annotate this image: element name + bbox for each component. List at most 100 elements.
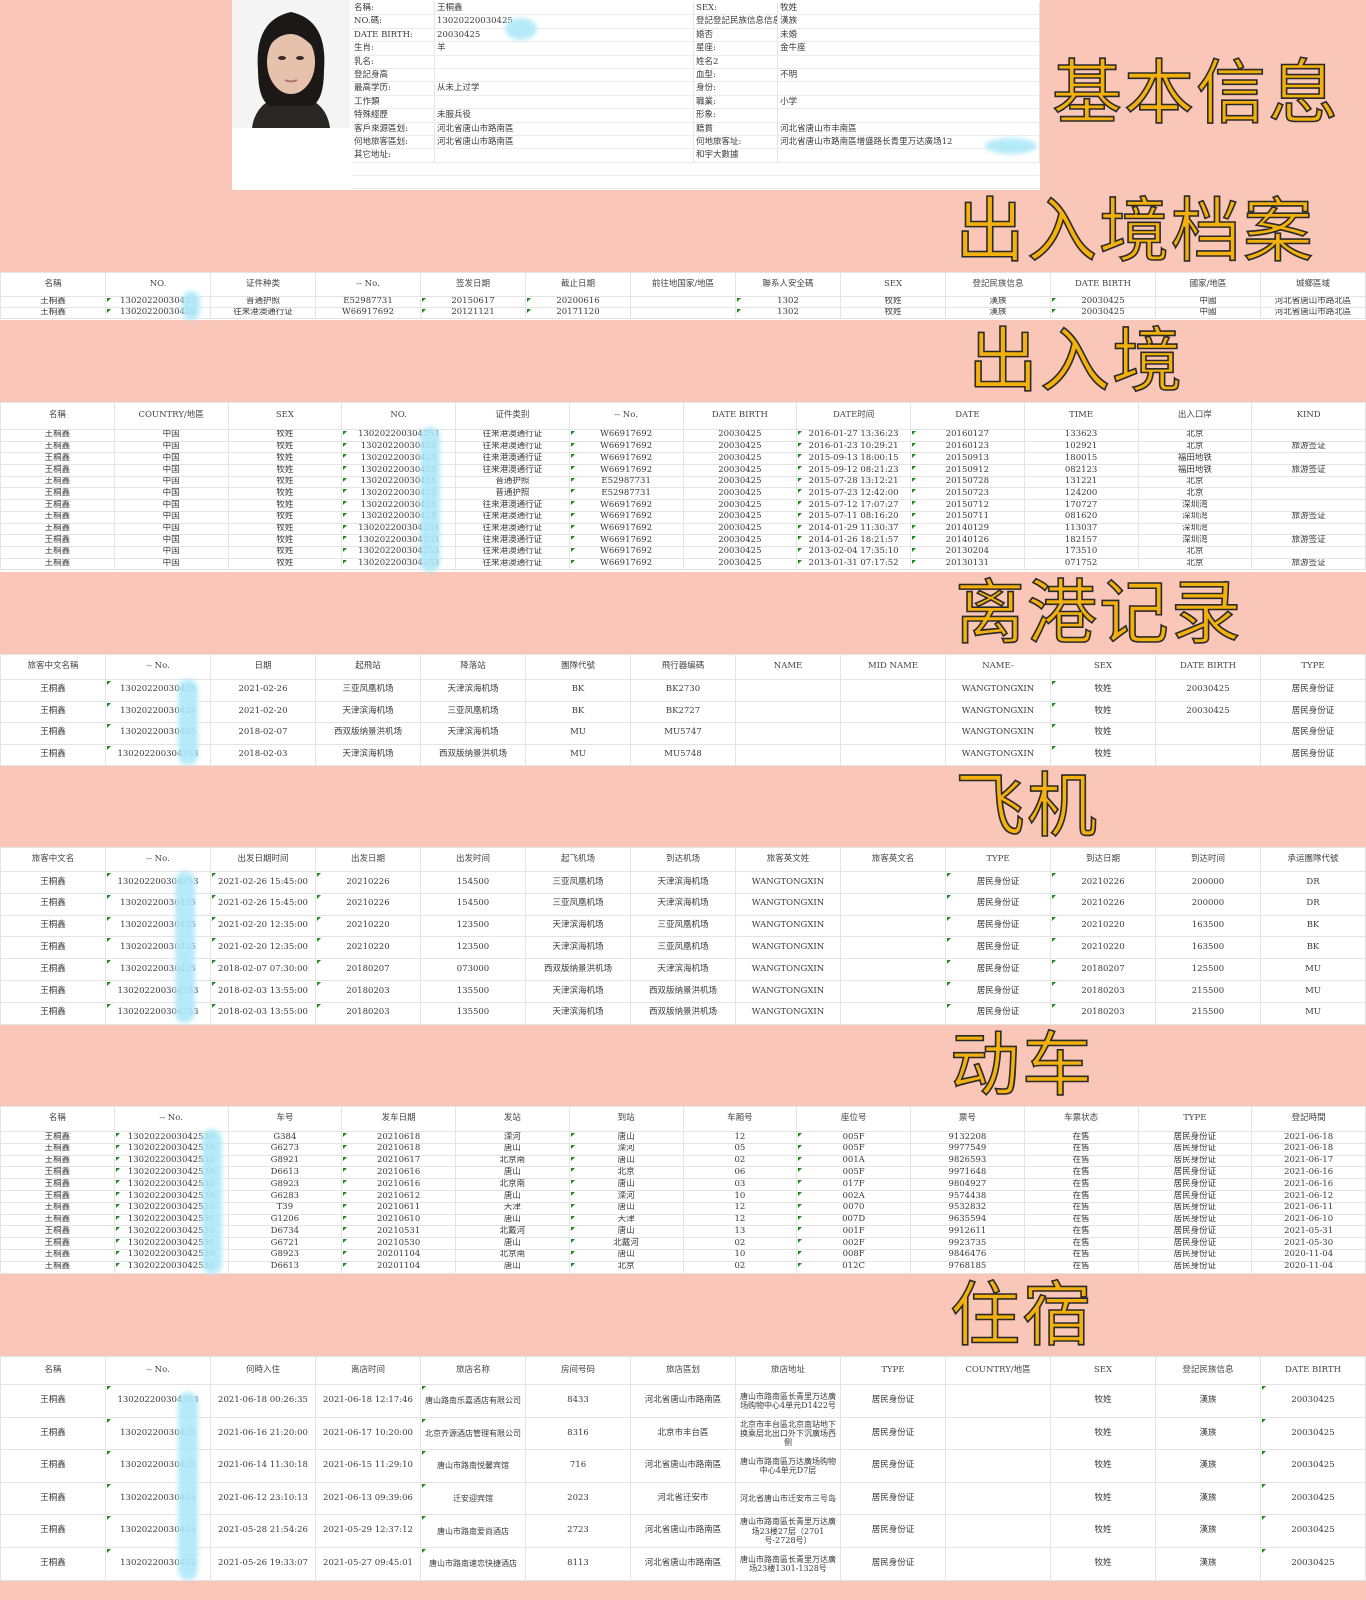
table-cell[interactable]: W66917692	[568, 440, 684, 454]
table-row[interactable]: 王桐鑫 130202200304253 2018-02-03 天津滨海机场 西双版纳景洪…	[0, 743, 1366, 766]
table-cell[interactable]	[840, 958, 946, 981]
table-cell[interactable]: 20210220	[1050, 936, 1156, 960]
table-cell[interactable]: 1302	[735, 296, 841, 308]
table-cell[interactable]: 河北省迁安市	[630, 1481, 736, 1516]
table-cell[interactable]: 唐山市路南悦馨宾馆	[420, 1449, 526, 1483]
table-cell[interactable]: W66917692	[568, 452, 684, 466]
column-header[interactable]: -- No.	[105, 847, 211, 872]
table-cell[interactable]: 居民身份证	[1137, 1154, 1253, 1168]
table-cell[interactable]: 王桐鑫	[0, 1154, 115, 1168]
table-cell[interactable]: 9846476	[910, 1248, 1025, 1262]
table-cell[interactable]: W66917692	[315, 307, 421, 319]
table-cell[interactable]: WANGTONGXIN	[735, 979, 841, 1003]
table-cell[interactable]	[945, 1481, 1051, 1516]
column-header[interactable]: 起飛站	[315, 654, 421, 680]
table-cell[interactable]	[1251, 522, 1366, 536]
table-cell[interactable]	[945, 1416, 1051, 1451]
table-cell[interactable]: 中国	[113, 452, 229, 466]
table-cell[interactable]: 2015-07-12 17:07:27	[796, 499, 911, 512]
table-cell[interactable]: 2021-05-30	[1251, 1237, 1366, 1250]
table-cell[interactable]: 居民身份证	[945, 979, 1051, 1003]
table-cell[interactable]: WANGTONGXIN	[945, 700, 1051, 723]
table-cell[interactable]: 20030425	[682, 557, 798, 571]
table-cell[interactable]: 往来港澳通行证	[455, 534, 570, 547]
table-cell[interactable]: 2021-06-12 23:10:13	[210, 1481, 316, 1516]
table-cell[interactable]: 中國	[1155, 307, 1261, 319]
table-cell[interactable]: 王桐鑫	[0, 979, 106, 1003]
table-cell[interactable]: 王桐鑫	[0, 936, 106, 960]
table-cell[interactable]: 20150913	[910, 452, 1025, 466]
table-cell[interactable]: 河北省唐山市迁安市三号岛	[735, 1481, 841, 1516]
table-cell[interactable]: 王桐鑫	[0, 743, 106, 766]
table-cell[interactable]: 居民身份证	[1260, 679, 1366, 702]
table-cell[interactable]: 在售	[1023, 1225, 1139, 1239]
table-cell[interactable]: 旅游签证	[1251, 534, 1366, 547]
column-header[interactable]: 车厢号	[682, 1106, 798, 1132]
table-cell[interactable]: 滦河	[455, 1131, 570, 1144]
table-cell[interactable]: 居民身份证	[1260, 722, 1366, 745]
table-row[interactable]: 王桐鑫 13020220030425 2018-02-07 07:30:00 2018…	[0, 958, 1366, 981]
column-header[interactable]: 旅客英文姓	[735, 847, 841, 872]
table-cell[interactable]: 2020-11-04	[1251, 1248, 1366, 1262]
table-cell[interactable]: 普通护照	[210, 296, 316, 308]
table-cell[interactable]: 02	[682, 1237, 798, 1250]
table-cell[interactable]: 2021-06-18	[1251, 1131, 1366, 1144]
column-header[interactable]: 旅店名称	[420, 1356, 526, 1385]
table-cell[interactable]: 河北省唐山市路北區	[1260, 307, 1366, 319]
table-cell[interactable]: 005F	[796, 1142, 911, 1156]
table-cell[interactable]: 深圳湾	[1137, 534, 1253, 547]
table-cell[interactable]: T39	[227, 1201, 343, 1215]
table-cell[interactable]: 2016-01-27 13:36:23	[796, 429, 911, 442]
table-cell[interactable]: 2018-02-03 13:55:00	[210, 1001, 316, 1025]
table-cell[interactable]: 牧姓	[227, 499, 343, 512]
column-header[interactable]: NAME	[735, 654, 841, 680]
column-header[interactable]: 名稱	[0, 1356, 106, 1385]
table-cell[interactable]: 牧姓	[227, 452, 343, 466]
table-cell[interactable]: 王桐鑫	[0, 464, 115, 477]
table-cell[interactable]: 三亚凤凰机场	[630, 914, 736, 938]
table-cell[interactable]: 716	[525, 1449, 631, 1483]
table-cell[interactable]: 001F	[796, 1225, 911, 1239]
table-row[interactable]: 王桐鑫 中国 牧姓 13020220030425 往来港澳通行证 W66917692 200…	[0, 499, 1366, 512]
table-cell[interactable]: 三亚凤凰机场	[420, 700, 526, 723]
table-cell[interactable]: 20201104	[341, 1248, 456, 1262]
table-cell[interactable]: 西双版纳景洪机场	[420, 743, 526, 766]
table-cell[interactable]: 福田地铁	[1137, 452, 1253, 466]
table-row[interactable]: 王桐鑫 中国 牧姓 13020220030425 往来港澳通行证 W66917692 200…	[0, 452, 1366, 466]
table-cell[interactable]: 迁安迎宾馆	[420, 1481, 526, 1516]
table-cell[interactable]: 居民身份证	[1137, 1178, 1253, 1191]
table-cell[interactable]: 居民身份证	[840, 1384, 946, 1418]
table-cell[interactable]: 王桐鑫	[0, 1142, 115, 1156]
table-cell[interactable]: 居民身份证	[840, 1546, 946, 1581]
table-cell[interactable]: 唐山	[455, 1237, 570, 1250]
table-cell[interactable]: 123500	[420, 936, 526, 960]
table-cell[interactable]: 王桐鑫	[0, 452, 115, 466]
table-cell[interactable]: 1302022003042530	[113, 1154, 229, 1168]
table-cell[interactable]: 12	[682, 1131, 798, 1144]
table-cell[interactable]: 牧姓	[840, 296, 946, 308]
table-row[interactable]: 王桐鑫 13020220030425 2021-02-26 15:45:00 2021…	[0, 892, 1366, 916]
table-cell[interactable]: 王桐鑫	[0, 440, 115, 454]
table-cell[interactable]: 13	[682, 1225, 798, 1239]
table-cell[interactable]: 20030425	[682, 499, 798, 512]
table-cell[interactable]: 居民身份证	[945, 1001, 1051, 1025]
table-cell[interactable]: 往来港澳通行证	[455, 499, 570, 512]
table-cell[interactable]: 2021-05-29 12:37:12	[315, 1514, 421, 1548]
column-header[interactable]: 旅客中文名稱	[0, 654, 106, 680]
column-header[interactable]: 降落站	[420, 654, 526, 680]
table-cell[interactable]: 10	[682, 1189, 798, 1203]
table-cell[interactable]	[1155, 722, 1261, 745]
table-cell[interactable]: 20150712	[910, 499, 1025, 512]
table-cell[interactable]: 往来港澳通行证	[455, 440, 570, 454]
table-cell[interactable]: 2021-06-18	[1251, 1142, 1366, 1156]
table-cell[interactable]: 20030425	[682, 545, 798, 559]
table-cell[interactable]: 天津滨海机场	[315, 743, 421, 766]
table-cell[interactable]: 王桐鑫	[0, 1514, 106, 1548]
table-cell[interactable]: 王桐鑫	[0, 1189, 115, 1203]
table-cell[interactable]: BK	[525, 679, 631, 702]
table-cell[interactable]: 20030425	[1260, 1481, 1366, 1516]
table-cell[interactable]: 北京市丰台區	[630, 1416, 736, 1451]
table-cell[interactable]: W66917692	[568, 499, 684, 512]
table-cell[interactable]: BK2730	[630, 679, 736, 702]
table-cell[interactable]: 天津滨海机场	[525, 1001, 631, 1025]
